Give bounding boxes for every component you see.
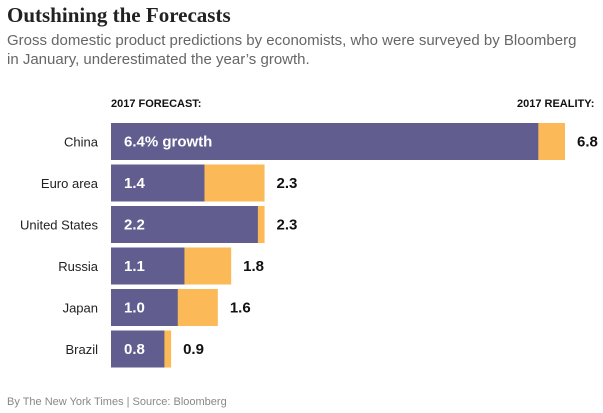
forecast-bar <box>111 330 165 368</box>
bar-chart: China 6.4% growth 6.8 Euro area 1.4 2.3 United… <box>20 123 598 368</box>
forecast-value-label: 1.0 <box>124 300 145 317</box>
source-credit: By The New York Times | Source: Bloomber… <box>7 396 227 408</box>
chart-subtitle: Gross domestic product predictions by ec… <box>7 32 577 68</box>
reality-column-header: 2017 REALITY: <box>517 98 595 110</box>
category-label: United States <box>20 218 99 233</box>
forecast-bar <box>111 289 178 326</box>
forecast-bar <box>111 247 185 285</box>
reality-value-label: 2.3 <box>277 217 298 234</box>
reality-value-label: 1.6 <box>230 300 251 317</box>
category-label: China <box>64 135 99 150</box>
forecast-value-label: 2.2 <box>124 217 145 234</box>
reality-value-label: 6.8 <box>577 134 598 151</box>
forecast-value-label: 1.4 <box>124 175 146 192</box>
forecast-bar <box>111 123 539 160</box>
forecast-bar <box>111 164 205 202</box>
reality-value-label: 2.3 <box>277 175 298 192</box>
category-label: Brazil <box>65 342 98 357</box>
category-label: Russia <box>58 259 99 274</box>
category-label: Japan <box>63 301 98 316</box>
reality-value-label: 1.8 <box>243 258 264 275</box>
reality-value-label: 0.9 <box>183 341 204 358</box>
forecast-value-label: 0.8 <box>124 341 145 358</box>
category-label: Euro area <box>41 176 99 191</box>
chart-title: Outshining the Forecasts <box>7 3 231 27</box>
forecast-bar <box>111 206 258 243</box>
forecast-column-header: 2017 FORECAST: <box>111 98 202 110</box>
forecast-value-label: 6.4% growth <box>124 134 212 151</box>
forecast-value-label: 1.1 <box>124 258 145 275</box>
